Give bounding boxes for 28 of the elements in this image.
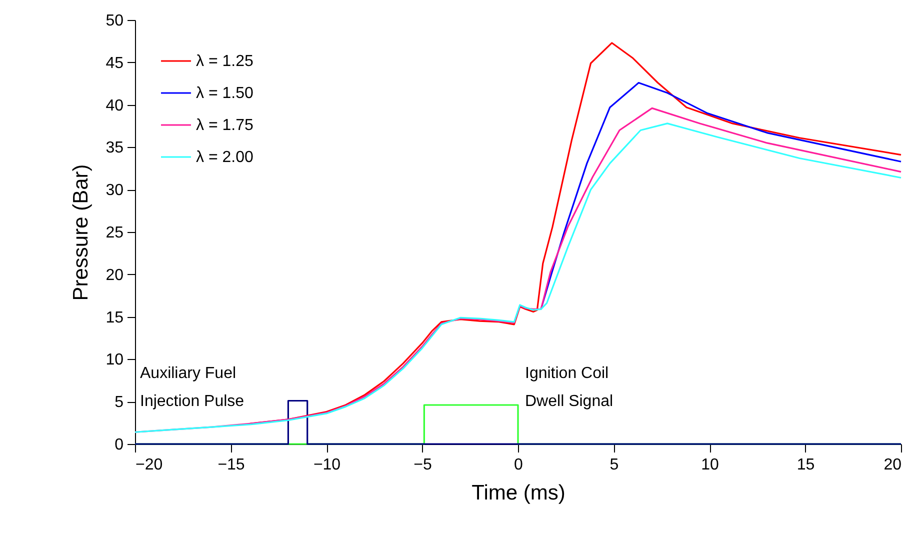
x-tick-label: 0 <box>514 456 524 474</box>
y-tick-label: 45 <box>106 54 124 72</box>
legend-label: λ = 1.75 <box>196 117 254 134</box>
x-axis-title: Time (ms) <box>472 482 566 504</box>
y-axis-title: Pressure (Bar) <box>70 164 93 301</box>
x-tick-label: 5 <box>610 456 619 474</box>
y-tick-label: 30 <box>106 182 124 200</box>
x-tick-label: 10 <box>701 456 719 474</box>
y-tick-label: 15 <box>106 309 124 326</box>
x-tick-label: 15 <box>796 456 815 474</box>
x-tick-label: −15 <box>218 456 245 474</box>
legend-label: λ = 1.25 <box>196 53 254 70</box>
y-tick-label: 20 <box>106 266 124 284</box>
x-tick-label: −20 <box>136 456 163 474</box>
legend-label: λ = 1.50 <box>196 85 254 102</box>
x-tick-label: −10 <box>313 456 341 474</box>
x-tick-label: 20 <box>884 456 902 474</box>
y-tick-label: 25 <box>106 224 124 242</box>
y-tick-label: 10 <box>106 352 124 369</box>
annotation: Ignition Coil Dwell Signal <box>525 365 614 410</box>
y-tick-label: 0 <box>114 436 124 454</box>
legend-label: λ = 2.00 <box>196 149 254 166</box>
annotation: Auxiliary Fuel Injection Pulse <box>140 365 244 410</box>
y-tick-label: 35 <box>106 140 124 157</box>
y-tick-label: 50 <box>106 12 124 30</box>
x-tick-label: −5 <box>414 456 432 474</box>
y-tick-label: 40 <box>106 97 124 114</box>
y-tick-label: 5 <box>114 394 124 412</box>
